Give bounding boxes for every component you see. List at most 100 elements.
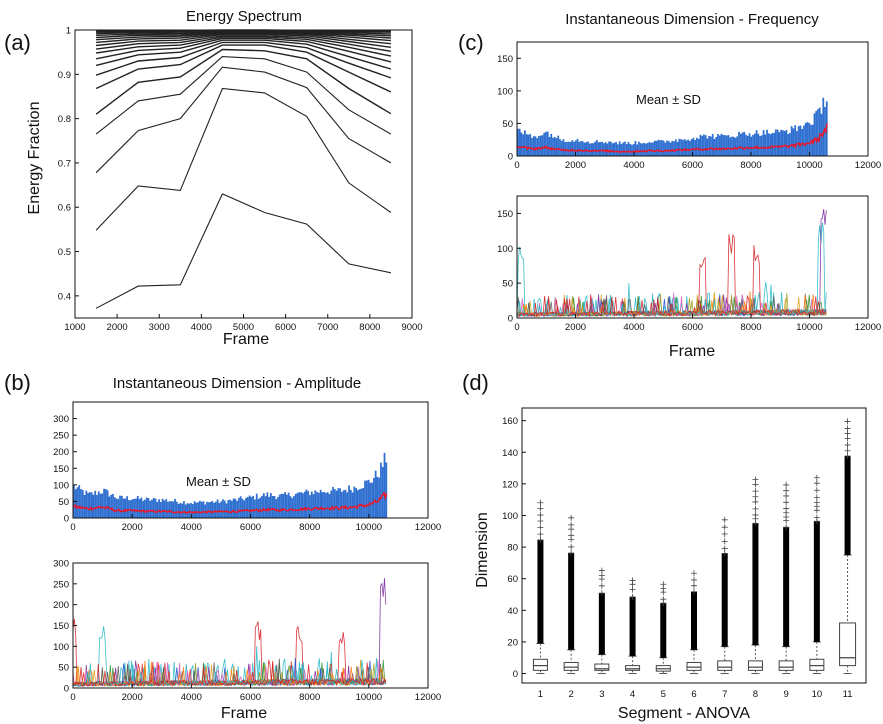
chart-c-top-sd-band <box>573 141 575 156</box>
chart-b-top-sd-band <box>135 498 137 518</box>
chart-b-top-sd-band <box>140 497 143 518</box>
chart-c-top-sd-band <box>655 140 658 156</box>
chart-c-top-sd-band <box>543 132 546 156</box>
chart-b-top-xtick-label: 10000 <box>356 522 382 533</box>
chart-b-top-sd-band <box>335 490 338 518</box>
chart-b-top-sd-band <box>168 501 171 518</box>
chart-d-ytick-label: 100 <box>502 511 518 522</box>
chart-c-bottom-series-line <box>516 209 827 318</box>
chart-c-top-xtick-label: 2000 <box>565 160 586 171</box>
chart-c-top-plot: 0 2000 4000 6000 8000 10000 12000 0 50 100 150 <box>497 41 881 171</box>
chart-b-top-sd-band <box>165 499 168 518</box>
chart-a-series-line <box>96 33 391 48</box>
chart-c-bottom-xtick-label: 10000 <box>796 322 822 333</box>
chart-b-top-sd-band <box>291 498 294 518</box>
chart-b-top-sd-band <box>216 499 219 518</box>
chart-c-top-sd-band <box>594 141 596 156</box>
chart-c-top-sd-band <box>638 141 640 156</box>
chart-a-series-line <box>95 41 392 79</box>
chart-d-outlier-mark <box>721 516 728 523</box>
chart-b-top-sd-band <box>303 491 306 518</box>
chart-c-top-sd-band <box>752 134 754 156</box>
chart-c-top-sd-band <box>678 138 681 156</box>
chart-d-box <box>809 658 825 671</box>
chart-c-top-sd-band <box>669 142 672 156</box>
chart-c-top-sd-band <box>650 142 653 156</box>
chart-b-top-sd-band <box>282 493 285 518</box>
chart-b-top-sd-band <box>76 487 79 518</box>
chart-c-top-sd-band <box>696 137 698 156</box>
chart-b-bottom-xtick-label: 8000 <box>299 692 320 703</box>
chart-b-top-sd-band <box>328 493 331 518</box>
chart-b-top-sd-band <box>241 498 244 518</box>
chart-c-top-sd-band <box>645 143 647 156</box>
chart-b-top-sd-band <box>245 497 247 518</box>
chart-b-top-sd-band <box>136 495 139 518</box>
chart-a-series-line <box>95 56 392 135</box>
chart-d-plot: 1 2 3 4 5 6 7 8 9 10 11 0 20 40 60 80 100 120 140 160 <box>502 407 867 700</box>
chart-b-top-sd-band <box>355 488 357 518</box>
chart-b-top-sd-band <box>149 500 152 518</box>
chart-b-top-sd-band <box>266 492 269 518</box>
chart-c-top-sd-band <box>610 141 612 156</box>
chart-c-top-sd-band <box>652 142 654 156</box>
chart-b-top-sd-band <box>262 493 265 518</box>
chart-b-top-sd-band <box>284 492 286 518</box>
chart-b-top-sd-band <box>158 499 160 518</box>
chart-c-top-sd-band <box>622 142 625 156</box>
chart-b-top-sd-band <box>309 495 311 518</box>
chart-c-top-sd-band <box>601 141 603 156</box>
chart-c-top-sd-band <box>688 140 691 156</box>
chart-d-box <box>747 660 763 671</box>
chart-d-xtick-label: 7 <box>722 689 727 700</box>
chart-a-series-line <box>95 36 392 57</box>
panel-title-c: Instantaneous Dimension - Frequency <box>565 11 819 28</box>
chart-d-outlier-mark <box>629 577 636 584</box>
chart-c-top-sd-band <box>562 139 565 156</box>
chart-c-top-sd-band <box>725 135 728 156</box>
chart-d-xtick-label: 6 <box>691 689 696 700</box>
chart-b-top-sd-band <box>172 501 175 518</box>
chart-c-top-sd-band <box>803 125 805 156</box>
chart-b-top-sd-band <box>94 490 97 518</box>
chart-b-top-sd-band <box>234 498 237 518</box>
chart-d-ytick-label: 120 <box>502 479 518 490</box>
chart-c-top-sd-band <box>743 131 746 156</box>
chart-d-outlier-mark <box>691 570 697 577</box>
chart-c-top-sd-band <box>552 137 554 156</box>
chart-b-top-sd-band <box>278 494 281 518</box>
chart-b-top-sd-band <box>138 499 141 518</box>
chart-d-outlier-mark <box>691 576 697 583</box>
chart-d-box <box>625 665 641 671</box>
chart-a-series-line <box>96 35 392 52</box>
chart-c-top-sd-band <box>611 143 614 156</box>
chart-c-top-sd-band <box>690 139 693 156</box>
chart-d-outliers <box>752 523 759 646</box>
chart-c-top-sd-band <box>817 108 819 156</box>
chart-b-top-sd-band <box>78 485 81 518</box>
chart-c-top-sd-band <box>671 140 674 156</box>
chart-b-bottom-xtick-label: 4000 <box>181 692 202 703</box>
chart-d-outlier-mark <box>813 514 820 521</box>
chart-c-top-sd-band <box>771 133 774 156</box>
chart-d-outlier-mark <box>629 586 636 593</box>
chart-b-xlabel: Frame <box>221 705 267 722</box>
chart-c-top-mean-line <box>516 123 828 153</box>
chart-c-top-sd-band <box>673 141 675 156</box>
chart-d-outlier-mark <box>752 511 759 518</box>
chart-a-series-line <box>96 29 391 32</box>
chart-b-top-sd-band <box>222 499 224 518</box>
chart-c-bottom-xtick-label: 4000 <box>623 322 644 333</box>
chart-b-top-sd-band <box>83 494 86 518</box>
chart-c-top-sd-band <box>527 134 530 156</box>
chart-d-xtick-label: 9 <box>783 689 788 700</box>
chart-a-series-line <box>95 66 392 174</box>
chart-b-top-sd-band <box>96 494 98 518</box>
chart-c-top-sd-band <box>753 133 756 156</box>
chart-b-top-sd-band <box>270 493 272 518</box>
chart-a-ytick-label: 0.9 <box>58 70 71 81</box>
chart-b-top-sd-band <box>183 501 185 518</box>
chart-c-top-sd-band <box>567 141 570 156</box>
chart-b-top-sd-band <box>238 497 240 518</box>
chart-c-top-sd-band <box>618 141 621 156</box>
